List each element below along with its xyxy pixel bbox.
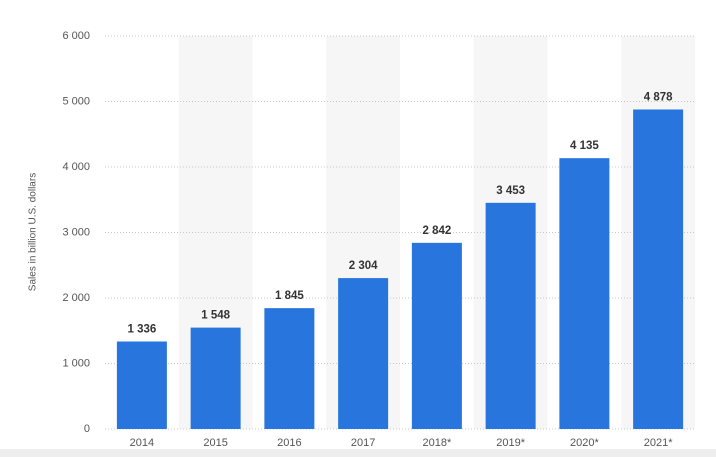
value-label: 1 845	[275, 290, 304, 302]
y-tick-label: 2 000	[62, 292, 90, 304]
x-tick-label: 2021*	[644, 437, 673, 449]
y-tick-label: 0	[84, 423, 90, 435]
bar	[338, 278, 389, 429]
x-tick-label: 2014	[130, 437, 154, 449]
value-label: 4 878	[644, 92, 673, 104]
x-tick-label: 2017	[351, 437, 375, 449]
y-tick-label: 3 000	[62, 226, 90, 238]
value-label: 1 548	[201, 310, 230, 322]
value-label: 3 453	[496, 185, 525, 197]
value-label: 2 842	[422, 225, 451, 237]
bar	[116, 341, 167, 429]
y-tick-label: 5 000	[62, 95, 90, 107]
value-label: 1 336	[127, 324, 156, 336]
x-tick-label: 2020*	[570, 437, 599, 449]
bar	[411, 242, 462, 429]
footer-strip	[0, 449, 716, 457]
bar	[190, 327, 241, 429]
bar	[633, 109, 684, 429]
y-tick-label: 1 000	[62, 357, 90, 369]
value-label: 4 135	[570, 140, 599, 152]
y-axis-label: Sales in billion U.S. dollars	[28, 173, 39, 291]
x-tick-label: 2019*	[496, 437, 525, 449]
bar	[559, 158, 610, 429]
y-tick-label: 6 000	[62, 30, 90, 42]
bar	[264, 308, 315, 429]
y-tick-label: 4 000	[62, 161, 90, 173]
value-label: 2 304	[349, 260, 378, 272]
x-tick-label: 2016	[277, 437, 301, 449]
bar	[485, 202, 536, 429]
x-tick-label: 2018*	[422, 437, 451, 449]
x-tick-label: 2015	[203, 437, 227, 449]
